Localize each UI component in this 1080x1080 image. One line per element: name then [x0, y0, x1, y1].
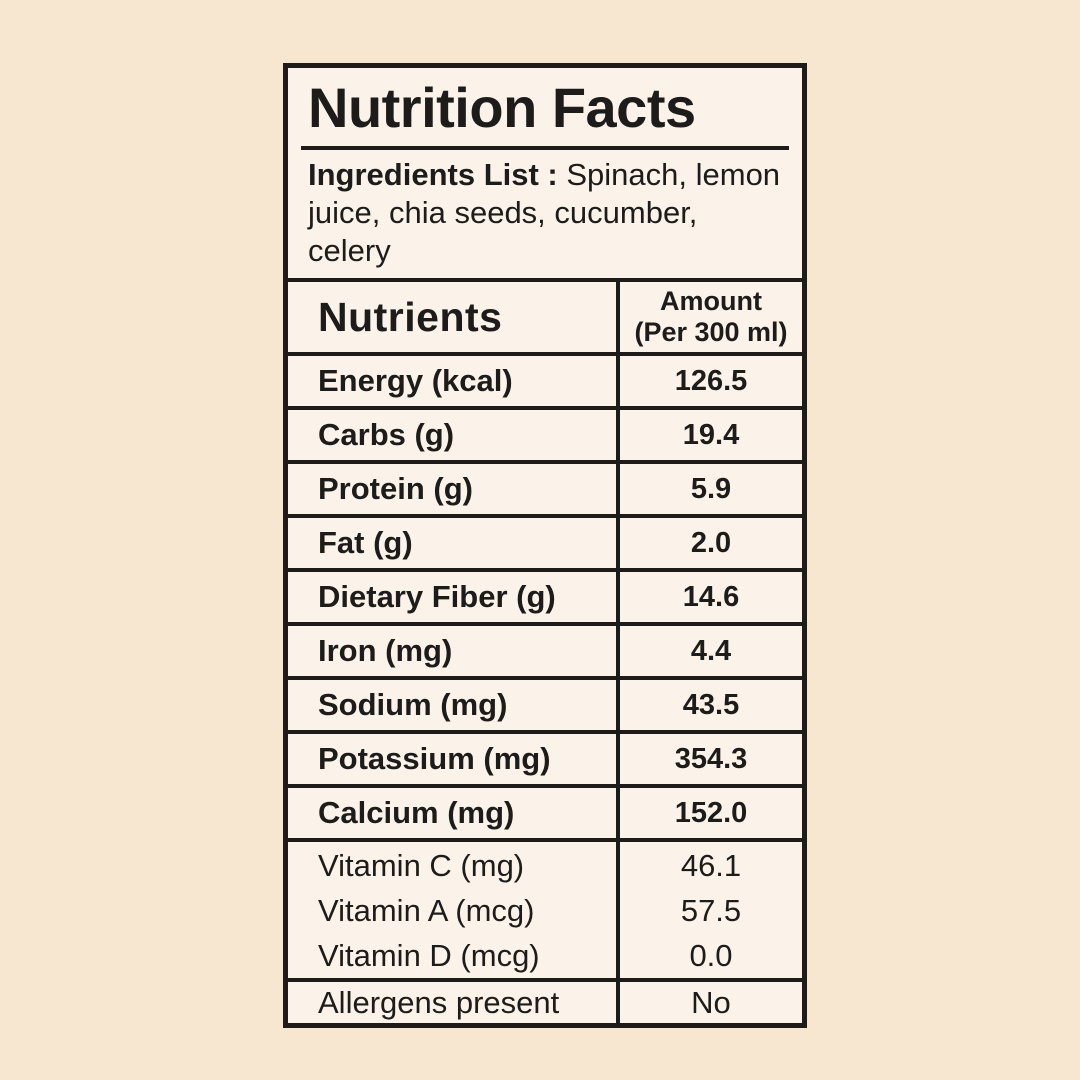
table-row-dietary-fiber: Dietary Fiber (g) 14.6	[288, 572, 802, 626]
table-row-energy: Energy (kcal) 126.5	[288, 356, 802, 410]
row-value: 152.0	[674, 796, 748, 829]
row-value: 354.3	[674, 742, 748, 775]
row-value: No	[691, 984, 731, 1020]
table-row-carbs: Carbs (g) 19.4	[288, 410, 802, 464]
row-value: 43.5	[682, 688, 740, 721]
ingredients-text: Spinach, lemon juice, chia seeds, cucumb…	[308, 157, 781, 268]
row-label: Fat (g)	[288, 518, 620, 568]
header-amount-line2: (Per 300 ml)	[634, 317, 788, 347]
row-label: Sodium (mg)	[288, 680, 620, 730]
table-row-allergens: Allergens present No	[288, 982, 802, 1023]
row-label: Protein (g)	[288, 464, 620, 514]
table-row-iron: Iron (mg) 4.4	[288, 626, 802, 680]
row-label: Vitamin D (mcg)	[318, 937, 540, 973]
nutrition-facts-label: Nutrition Facts Ingredients List : Spina…	[283, 63, 807, 1028]
row-value: 57.5	[680, 892, 742, 928]
table-row-sodium: Sodium (mg) 43.5	[288, 680, 802, 734]
header-amount-line1: Amount	[660, 286, 762, 316]
table-row-fat: Fat (g) 2.0	[288, 518, 802, 572]
table-row-protein: Protein (g) 5.9	[288, 464, 802, 518]
row-value: 5.9	[690, 472, 732, 505]
header-amount: Amount (Per 300 ml)	[620, 282, 802, 352]
row-value: 19.4	[682, 418, 740, 451]
row-label: Carbs (g)	[288, 410, 620, 460]
vitamins-labels: Vitamin C (mg) Vitamin A (mcg) Vitamin D…	[288, 842, 620, 978]
ingredients-list: Ingredients List : Spinach, lemon juice,…	[301, 156, 789, 278]
row-label: Allergens present	[288, 982, 620, 1023]
row-label: Dietary Fiber (g)	[288, 572, 620, 622]
row-value: 46.1	[680, 847, 742, 883]
header-nutrients: Nutrients	[288, 282, 620, 352]
row-value: 126.5	[674, 364, 748, 397]
label-header: Nutrition Facts Ingredients List : Spina…	[288, 68, 802, 278]
nutrients-table: Nutrients Amount (Per 300 ml) Energy (kc…	[288, 278, 802, 1023]
table-header-row: Nutrients Amount (Per 300 ml)	[288, 282, 802, 356]
row-label: Calcium (mg)	[288, 788, 620, 838]
row-label: Vitamin C (mg)	[318, 847, 525, 883]
label-title: Nutrition Facts	[301, 74, 789, 150]
ingredients-label: Ingredients List :	[308, 157, 558, 192]
row-label: Iron (mg)	[288, 626, 620, 676]
table-row-potassium: Potassium (mg) 354.3	[288, 734, 802, 788]
table-row-calcium: Calcium (mg) 152.0	[288, 788, 802, 842]
table-row-vitamins-group: Vitamin C (mg) Vitamin A (mcg) Vitamin D…	[288, 842, 802, 982]
row-label: Vitamin A (mcg)	[318, 892, 535, 928]
row-value: 4.4	[690, 634, 732, 667]
vitamins-values: 46.1 57.5 0.0	[620, 842, 802, 978]
row-label: Energy (kcal)	[288, 356, 620, 406]
row-value: 14.6	[682, 580, 740, 613]
row-value: 2.0	[690, 526, 732, 559]
row-label: Potassium (mg)	[288, 734, 620, 784]
row-value: 0.0	[689, 937, 733, 973]
